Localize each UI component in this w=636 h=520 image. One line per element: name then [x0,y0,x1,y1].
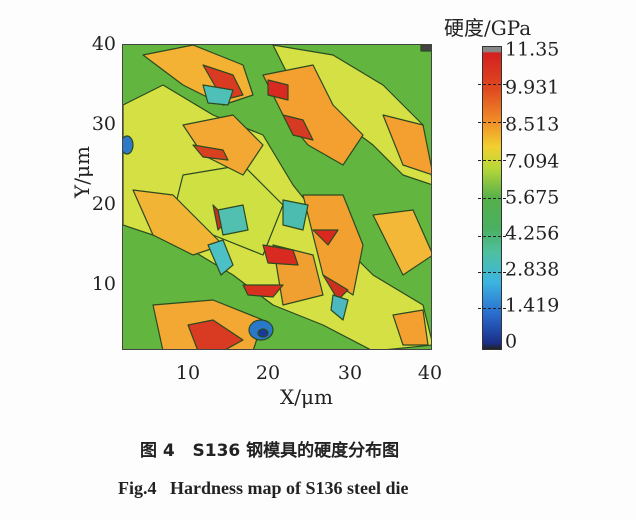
contour-graphic [123,45,431,349]
colorbar-label: 2.838 [505,258,560,281]
colorbar-label: 0 [505,330,518,353]
x-tick-20: 20 [255,362,281,384]
colorbar-tick [478,236,506,237]
caption-english: Fig.4 Hardness map of S136 steel die [118,478,409,498]
colorbar-tick [478,160,506,161]
y-tick-30: 30 [91,113,116,135]
y-tick-10: 10 [91,273,116,295]
colorbar-title: 硬度/GPa [444,16,532,40]
colorbar-label: 11.35 [505,38,560,61]
x-axis-label: X/μm [280,385,333,409]
y-tick-40: 40 [91,33,116,55]
colorbar-tick [478,272,506,273]
colorbar-label: 8.513 [505,113,560,136]
y-axis-label: Y/μm [69,146,94,198]
colorbar-label: 5.675 [505,186,560,209]
x-tick-40: 40 [417,362,443,384]
y-tick-20: 20 [91,193,116,215]
colorbar-label: 1.419 [505,294,560,317]
hardness-contour-map [122,44,432,350]
x-tick-30: 30 [337,362,363,384]
x-tick-10: 10 [175,362,201,384]
colorbar-label: 4.256 [505,222,560,245]
colorbar-tick [478,198,506,199]
colorbar-tick [478,84,506,85]
colorbar-tick [478,122,506,123]
colorbar-label: 7.094 [505,150,560,173]
colorbar-tick [478,308,506,309]
colorbar-label: 9.931 [505,76,560,99]
caption-chinese: 图 4 S136 钢模具的硬度分布图 [140,441,400,461]
